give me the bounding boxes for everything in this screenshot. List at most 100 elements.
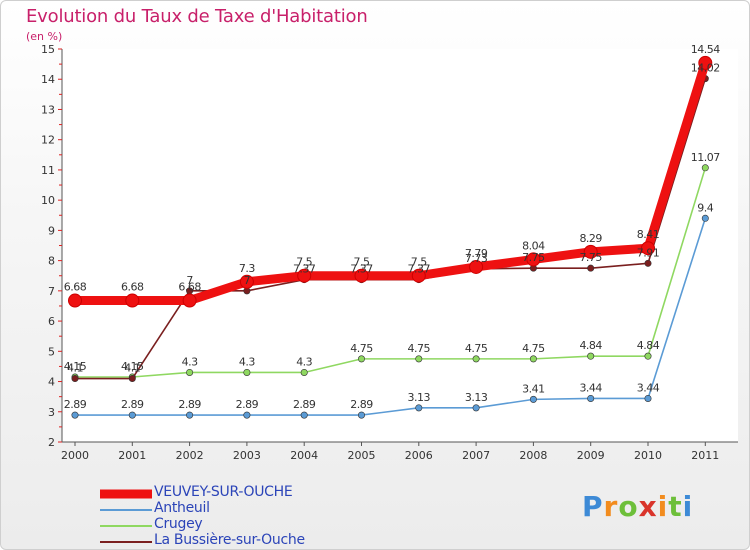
data-label: 14.02	[691, 62, 720, 75]
data-label: 7.75	[522, 251, 545, 264]
data-point	[469, 259, 484, 274]
data-label: 14.54	[691, 43, 720, 56]
data-point	[698, 55, 713, 70]
y-tick-label: 8	[48, 255, 55, 268]
data-label: 3.44	[579, 381, 602, 394]
legend-swatch-la-bussiere	[100, 541, 152, 543]
legend: VEUVEY-SUR-OUCHE Antheuil Crugey La Buss…	[100, 484, 360, 550]
data-label: 7.5	[296, 256, 312, 269]
data-label: 7.5	[354, 256, 370, 269]
x-tick-label: 2004	[290, 449, 318, 462]
y-tick-label: 7	[48, 285, 55, 298]
data-label: 3.44	[637, 381, 660, 394]
data-point	[587, 394, 595, 402]
data-point	[529, 395, 537, 403]
series-line-2	[74, 167, 707, 378]
data-point	[587, 352, 595, 360]
x-tick-label: 2000	[61, 449, 89, 462]
data-point	[415, 404, 423, 412]
data-point	[357, 411, 365, 419]
data-label: 7.3	[239, 262, 255, 275]
x-tick-label: 2003	[233, 449, 261, 462]
y-tick-label: 5	[48, 345, 55, 358]
logo-letter: r	[603, 490, 619, 523]
data-label: 3.13	[465, 391, 488, 404]
data-point	[411, 268, 426, 283]
data-point	[472, 404, 480, 412]
data-label: 9.4	[697, 201, 713, 214]
y-tick-label: 14	[41, 73, 55, 86]
series-line-1	[74, 217, 707, 416]
data-label: 3.41	[522, 382, 545, 395]
y-tick-label: 4	[48, 376, 55, 389]
data-label: 11.07	[691, 151, 720, 164]
data-label: 7.5	[411, 256, 427, 269]
y-tick-label: 2	[48, 436, 55, 449]
x-tick-label: 2010	[634, 449, 662, 462]
data-label: 6.68	[121, 281, 144, 294]
data-label: 7.79	[465, 247, 488, 260]
legend-swatch-antheuil	[100, 509, 152, 511]
data-point	[297, 268, 312, 283]
data-label: 4.3	[182, 355, 198, 368]
data-label: 4.84	[579, 339, 602, 352]
data-label: 6.68	[178, 281, 201, 294]
data-point	[239, 274, 254, 289]
data-point	[300, 368, 308, 376]
data-label: 4.75	[522, 342, 545, 355]
y-tick-label: 13	[41, 103, 55, 116]
logo-letter: i	[657, 490, 669, 523]
data-label: 8.41	[637, 228, 660, 241]
logo-letter: P	[582, 490, 604, 523]
data-point	[526, 252, 541, 267]
proxiti-logo: Proxiti	[582, 490, 693, 523]
data-point	[125, 293, 140, 308]
data-label: 4.75	[408, 342, 431, 355]
data-label: 7	[186, 274, 193, 287]
data-label: 7	[244, 274, 251, 287]
y-tick-label: 3	[48, 406, 55, 419]
data-point	[357, 355, 365, 363]
data-label: 2.89	[178, 398, 201, 411]
data-point	[243, 411, 251, 419]
data-point	[415, 355, 423, 363]
data-point	[71, 375, 79, 383]
data-point	[701, 214, 709, 222]
legend-item-antheuil[interactable]: Antheuil	[100, 500, 360, 518]
data-point	[644, 394, 652, 402]
legend-item-veuvey[interactable]: VEUVEY-SUR-OUCHE	[100, 484, 360, 502]
data-label: 2.89	[64, 398, 87, 411]
legend-item-la-bussiere[interactable]: La Bussière-sur-Ouche	[100, 532, 360, 550]
logo-letter: x	[638, 490, 658, 523]
data-point	[186, 411, 194, 419]
data-label: 7.37	[408, 263, 431, 276]
y-tick-label: 15	[41, 43, 55, 56]
legend-item-crugey[interactable]: Crugey	[100, 516, 360, 534]
x-tick-label: 2008	[519, 449, 547, 462]
legend-label-antheuil: Antheuil	[154, 500, 210, 516]
chart-subtitle: (en %)	[26, 30, 63, 43]
data-point	[472, 355, 480, 363]
data-label: 4.75	[350, 342, 373, 355]
data-label: 2.89	[121, 398, 144, 411]
data-label: 3.13	[408, 391, 431, 404]
data-label: 8.04	[522, 239, 545, 252]
data-point	[701, 164, 709, 172]
data-label: 7.37	[350, 263, 373, 276]
data-label: 7.73	[465, 252, 488, 265]
data-label: 4.1	[124, 362, 140, 375]
data-label: 4.3	[296, 355, 312, 368]
data-point	[243, 368, 251, 376]
legend-label-la-bussiere: La Bussière-sur-Ouche	[154, 532, 305, 548]
x-tick-label: 2001	[118, 449, 146, 462]
chart-title: Evolution du Taux de Taxe d'Habitation	[26, 6, 368, 27]
legend-label-crugey: Crugey	[154, 516, 203, 532]
logo-letter: t	[668, 490, 683, 523]
data-label: 2.89	[350, 398, 373, 411]
data-label: 4.3	[239, 355, 255, 368]
x-tick-label: 2002	[176, 449, 204, 462]
data-point	[354, 268, 369, 283]
data-label: 4.15	[64, 360, 87, 373]
data-point	[71, 411, 79, 419]
